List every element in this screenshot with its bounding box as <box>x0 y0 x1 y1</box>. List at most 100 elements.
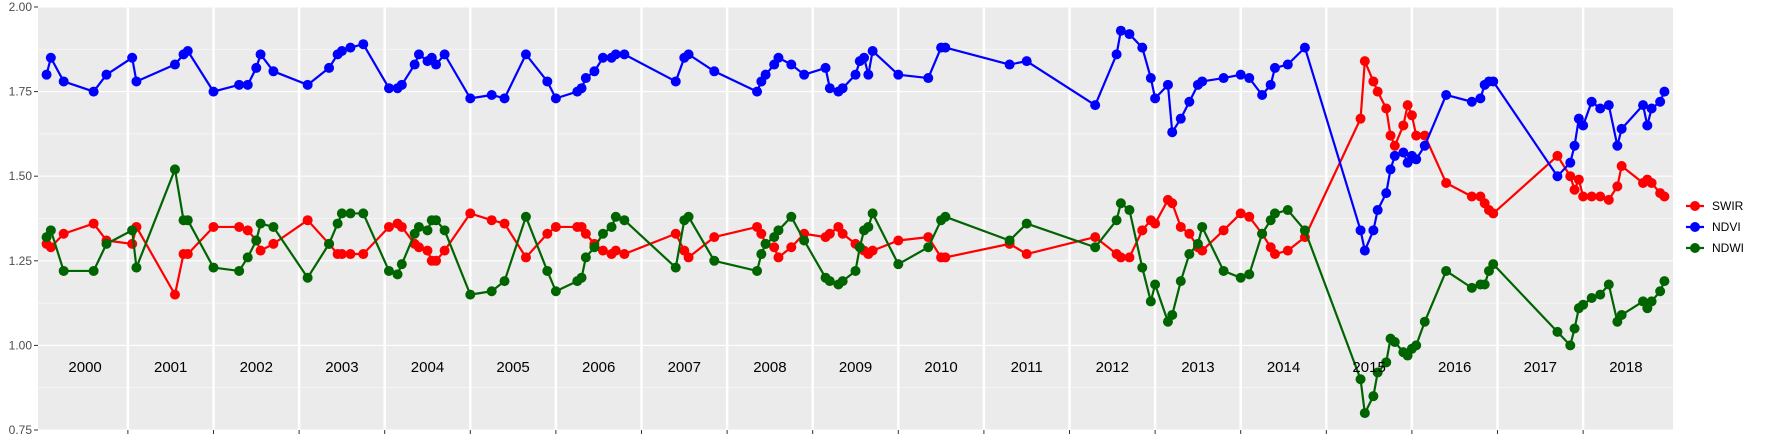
data-point-ndvi <box>610 49 621 60</box>
data-point-ndwi <box>850 265 861 276</box>
data-point-ndwi <box>1218 265 1229 276</box>
data-point-ndwi <box>1565 340 1576 351</box>
data-point-ndwi <box>786 211 797 222</box>
data-point-ndvi <box>1565 157 1576 168</box>
data-point-swir <box>1167 198 1178 209</box>
data-point-ndvi <box>1578 120 1589 131</box>
data-point-ndvi <box>396 79 407 90</box>
legend-label: NDVI <box>1712 220 1741 234</box>
data-point-ndvi <box>709 66 720 77</box>
data-point-ndvi <box>773 52 784 63</box>
legend-item-ndvi: NDVI <box>1686 220 1741 234</box>
data-point-swir <box>1368 76 1379 87</box>
data-point-swir <box>1355 113 1366 124</box>
year-label: 2008 <box>753 359 786 376</box>
data-point-swir <box>1411 130 1422 141</box>
data-point-swir <box>268 238 279 249</box>
data-point-swir <box>345 249 356 260</box>
data-point-ndwi <box>1235 272 1246 283</box>
y-axis: 0.75 1.00 1.25 1.50 1.75 2.00 <box>9 0 38 437</box>
data-point-ndwi <box>1355 374 1366 385</box>
data-point-ndvi <box>1090 100 1101 111</box>
data-point-swir <box>1137 225 1148 236</box>
data-point-ndvi <box>1111 49 1122 60</box>
data-point-ndvi <box>1167 127 1178 138</box>
data-point-ndwi <box>1244 269 1255 280</box>
year-label: 2018 <box>1609 359 1642 376</box>
data-point-swir <box>58 228 69 239</box>
data-point-swir <box>756 228 767 239</box>
data-point-ndwi <box>396 259 407 270</box>
year-label: 2006 <box>582 359 615 376</box>
data-point-ndvi <box>1638 100 1649 111</box>
data-point-ndwi <box>255 218 266 229</box>
year-label: 2016 <box>1438 359 1471 376</box>
year-label: 2000 <box>68 359 101 376</box>
data-point-ndvi <box>542 76 553 87</box>
data-point-ndwi <box>1192 238 1203 249</box>
data-point-ndvi <box>923 73 934 84</box>
data-point-swir <box>1218 225 1229 236</box>
data-point-ndwi <box>867 208 878 219</box>
data-point-ndwi <box>760 238 771 249</box>
data-point-ndwi <box>1269 208 1280 219</box>
data-point-ndvi <box>1603 100 1614 111</box>
data-point-ndwi <box>854 242 865 253</box>
data-point-ndvi <box>1282 59 1293 70</box>
legend-key-point <box>1690 243 1700 253</box>
data-point-ndwi <box>131 262 142 273</box>
data-point-ndvi <box>1646 103 1657 114</box>
data-point-ndwi <box>413 221 424 232</box>
legend-key-point <box>1690 222 1700 232</box>
data-point-ndwi <box>422 225 433 236</box>
data-point-swir <box>1573 174 1584 185</box>
data-point-ndwi <box>610 211 621 222</box>
data-point-swir <box>1184 228 1195 239</box>
data-point-swir <box>1569 184 1580 195</box>
data-point-ndwi <box>893 259 904 270</box>
data-point-ndwi <box>169 164 180 175</box>
data-point-swir <box>302 215 313 226</box>
data-point-swir <box>1021 249 1032 260</box>
data-point-ndwi <box>580 252 591 263</box>
data-point-ndwi <box>520 211 531 222</box>
data-point-swir <box>255 245 266 256</box>
data-point-swir <box>1359 56 1370 67</box>
data-point-swir <box>1659 191 1670 202</box>
data-point-ndwi <box>619 215 630 226</box>
year-label: 2017 <box>1524 359 1557 376</box>
data-point-ndvi <box>208 86 219 97</box>
data-point-ndvi <box>88 86 99 97</box>
data-point-ndvi <box>242 79 253 90</box>
year-label: 2013 <box>1181 359 1214 376</box>
year-label: 2005 <box>496 359 529 376</box>
data-point-ndvi <box>752 86 763 97</box>
data-point-swir <box>1595 191 1606 202</box>
data-point-ndwi <box>1586 293 1597 304</box>
data-point-swir <box>169 289 180 300</box>
data-point-ndvi <box>486 89 497 100</box>
data-point-swir <box>1282 245 1293 256</box>
legend-item-ndwi: NDWI <box>1686 241 1744 255</box>
data-point-ndvi <box>1145 73 1156 84</box>
data-point-ndwi <box>486 286 497 297</box>
data-point-ndvi <box>1355 225 1366 236</box>
data-point-swir <box>1466 191 1477 202</box>
data-point-ndvi <box>837 83 848 94</box>
data-point-swir <box>597 245 608 256</box>
data-point-ndwi <box>837 276 848 287</box>
data-point-ndwi <box>1137 262 1148 273</box>
data-point-ndwi <box>824 276 835 287</box>
data-point-ndvi <box>760 69 771 80</box>
x-axis <box>127 430 1584 434</box>
y-tick-label: 1.75 <box>9 85 33 99</box>
data-point-ndvi <box>820 62 831 73</box>
data-point-ndvi <box>1124 29 1135 40</box>
data-point-ndvi <box>1372 205 1383 216</box>
year-label: 2012 <box>1096 359 1129 376</box>
data-point-ndwi <box>1603 279 1614 290</box>
data-point-ndwi <box>709 255 720 266</box>
data-point-swir <box>893 235 904 246</box>
data-point-ndvi <box>1616 123 1627 134</box>
data-point-ndwi <box>1488 259 1499 270</box>
